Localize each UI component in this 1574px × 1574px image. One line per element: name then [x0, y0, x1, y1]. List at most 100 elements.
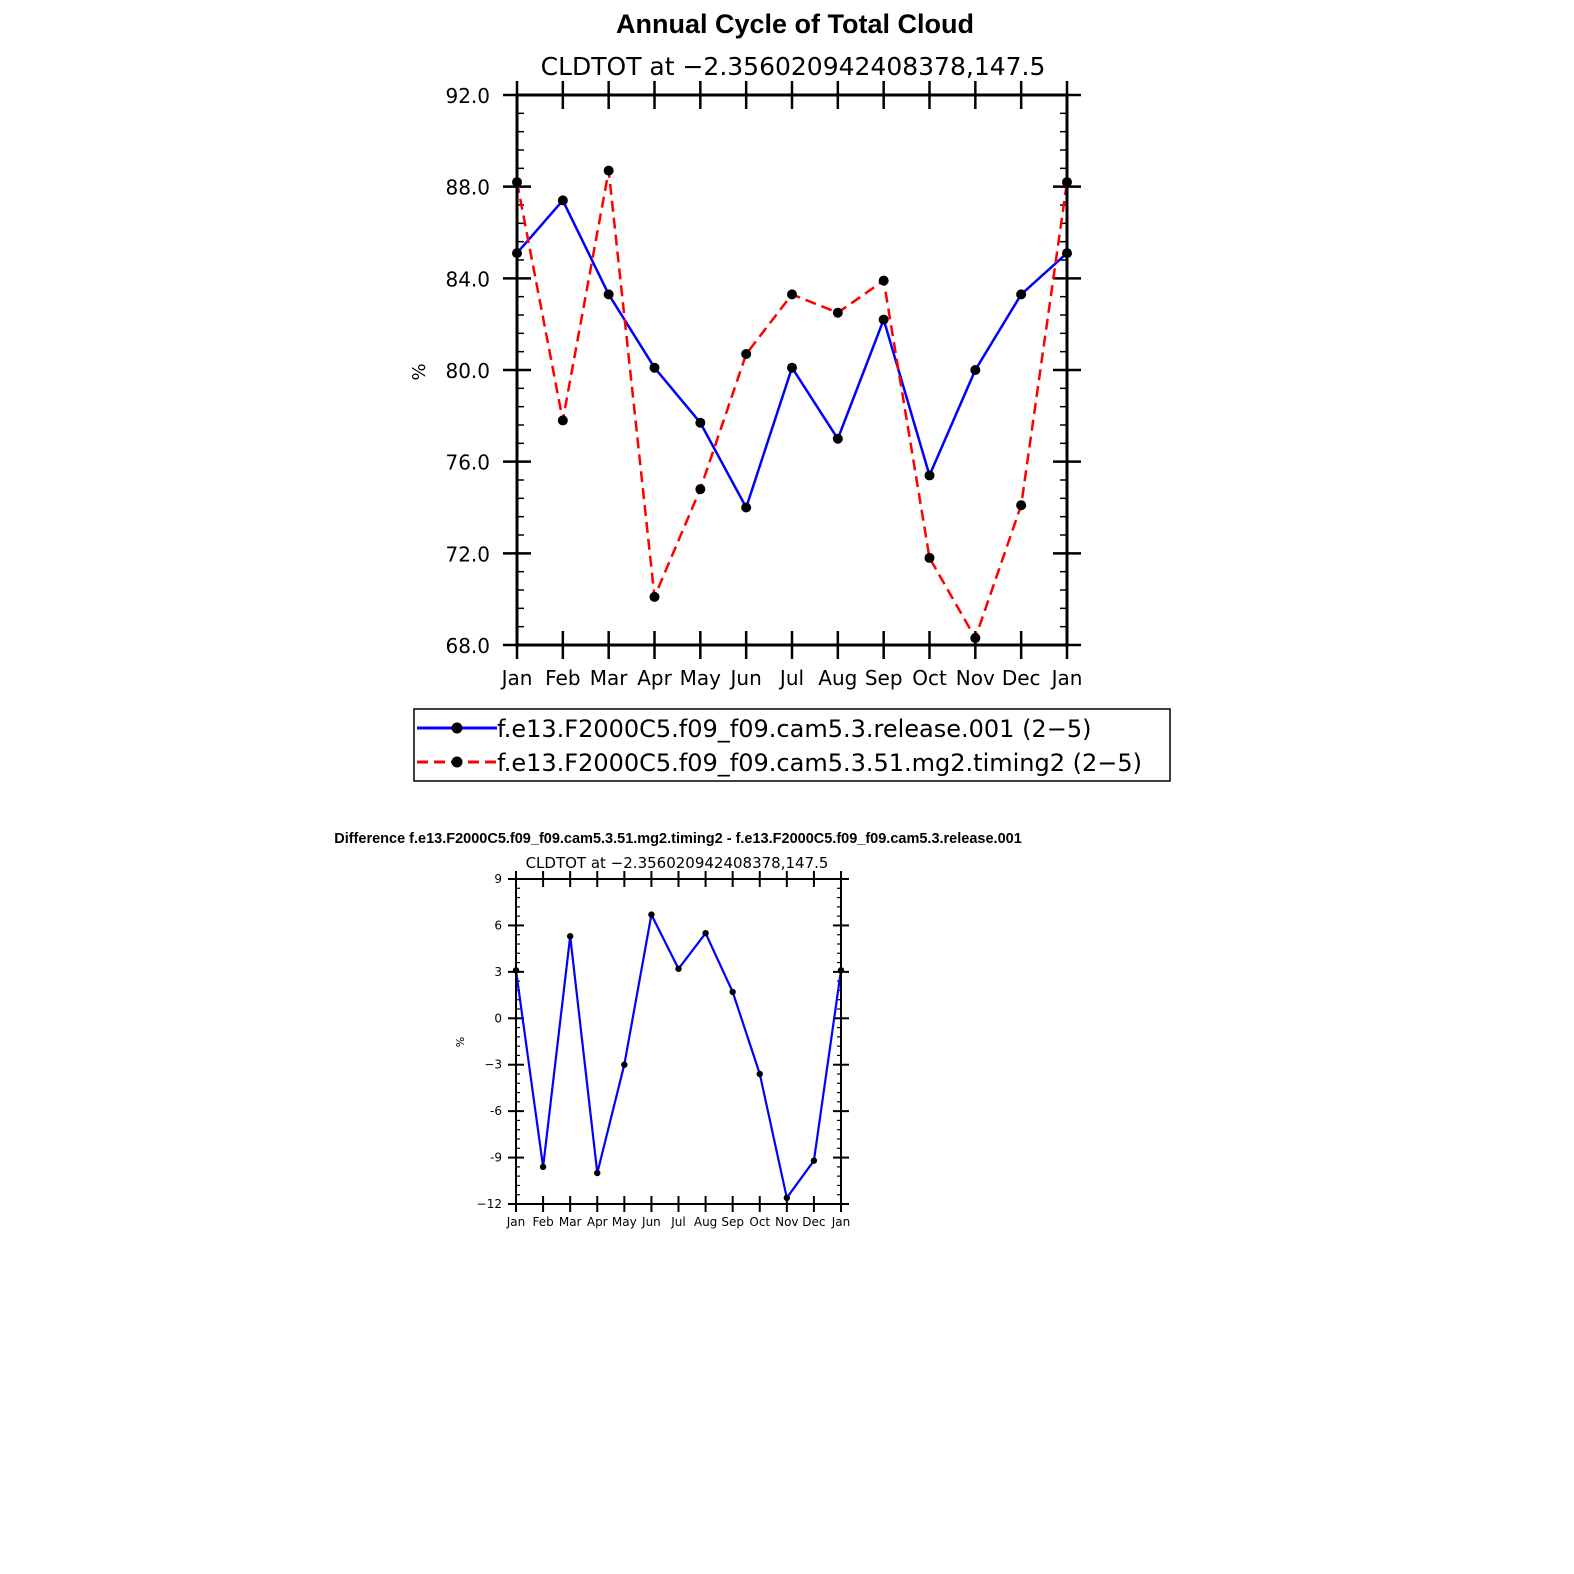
series-line — [514, 913, 843, 1199]
y-tick-label: 84.0 — [445, 267, 490, 291]
x-tick-label: Apr — [637, 666, 672, 690]
y-tick-label: 3 — [494, 965, 502, 979]
x-tick-label: Jul — [670, 1215, 685, 1229]
x-tick-label: Aug — [694, 1215, 717, 1229]
diff-ticks — [508, 871, 849, 1212]
data-point — [702, 929, 709, 937]
chart-title: Annual Cycle of Total Cloud — [616, 9, 974, 39]
y-tick-label: -9 — [490, 1151, 502, 1165]
data-point — [675, 965, 682, 972]
data-point — [649, 591, 660, 602]
x-tick-label: Aug — [818, 666, 857, 690]
legend-label: f.e13.F2000C5.f09_f09.cam5.3.51.mg2.timi… — [497, 749, 1142, 777]
data-point — [810, 1157, 818, 1164]
data-point — [832, 307, 843, 318]
diff-y-tick-labels: −12 -9 -6 −3 0 3 6 9 — [477, 872, 502, 1211]
data-point — [741, 348, 752, 359]
x-tick-label: Oct — [749, 1215, 770, 1229]
legend: f.e13.F2000C5.f09_f09.cam5.3.release.001… — [413, 708, 1171, 782]
y-tick-labels: 68.0 72.0 76.0 80.0 84.0 88.0 92.0 — [445, 84, 490, 658]
x-tick-label: Jan — [506, 1215, 526, 1229]
chart-subtitle: CLDTOT at −2.356020942408378,147.5 — [541, 52, 1046, 81]
y-tick-label: 92.0 — [445, 84, 490, 108]
data-point — [787, 289, 797, 300]
data-point — [787, 362, 797, 373]
x-tick-label: Nov — [956, 666, 995, 690]
data-point — [878, 275, 889, 286]
data-point — [566, 933, 574, 940]
legend-box — [413, 708, 1171, 782]
x-tick-label: Nov — [775, 1215, 798, 1229]
data-point — [603, 289, 614, 300]
y-tick-label: 72.0 — [445, 542, 490, 566]
data-point — [832, 433, 843, 444]
diff-series — [512, 911, 845, 1202]
legend-marker — [451, 722, 463, 734]
x-tick-label: Jun — [641, 1215, 661, 1229]
y-tick-label: −3 — [484, 1058, 502, 1072]
difference-subtitle: CLDTOT at −2.356020942408378,147.5 — [526, 854, 829, 872]
y-tick-label: -6 — [490, 1104, 502, 1118]
legend-entry-release: f.e13.F2000C5.f09_f09.cam5.3.release.001… — [417, 715, 1091, 743]
series-line — [515, 169, 1069, 640]
data-point — [649, 362, 660, 373]
x-tick-label: Jan — [500, 666, 533, 690]
y-tick-label: −12 — [477, 1197, 502, 1211]
legend-marker — [451, 756, 463, 768]
x-tick-label: Dec — [802, 1215, 825, 1229]
diff-x-tick-labels: Jan Feb Mar Apr May Jun Jul Aug Sep Oct Nov Dec Jan — [506, 1215, 851, 1229]
x-tick-label: Jan — [831, 1215, 851, 1229]
y-tick-label: 76.0 — [445, 451, 490, 475]
x-tick-label: Apr — [587, 1215, 608, 1229]
x-tick-label: Feb — [545, 666, 580, 690]
data-point — [539, 1163, 547, 1171]
x-tick-label: Feb — [532, 1215, 553, 1229]
y-tick-label: 80.0 — [445, 359, 490, 383]
legend-entry-timing2: f.e13.F2000C5.f09_f09.cam5.3.51.mg2.timi… — [417, 749, 1142, 777]
diff-y-axis-label: % — [454, 1037, 467, 1047]
x-tick-label: Oct — [912, 666, 947, 690]
data-point — [557, 195, 568, 206]
y-axis-label: % — [409, 363, 430, 380]
x-tick-label: Sep — [865, 666, 903, 690]
y-tick-label: 0 — [494, 1011, 502, 1025]
y-tick-label: 9 — [494, 872, 502, 886]
x-tick-label: Jan — [1050, 666, 1083, 690]
legend-label: f.e13.F2000C5.f09_f09.cam5.3.release.001… — [497, 715, 1091, 743]
main-series — [512, 165, 1072, 644]
data-point — [924, 470, 935, 481]
x-tick-labels: Jan Feb Mar Apr May Jun Jul Aug Sep Oct Nov Dec Jan — [500, 666, 1083, 690]
x-tick-label: Sep — [721, 1215, 744, 1229]
diff-plot-frame — [515, 878, 842, 1205]
data-point — [878, 314, 889, 325]
x-tick-label: Jul — [778, 666, 804, 690]
data-point — [741, 502, 752, 513]
data-point — [924, 552, 935, 563]
x-tick-label: May — [612, 1215, 637, 1229]
data-point — [756, 1070, 763, 1078]
data-point — [648, 911, 655, 918]
x-tick-label: Jun — [729, 666, 762, 690]
difference-title: Difference f.e13.F2000C5.f09_f09.cam5.3.… — [334, 831, 1022, 847]
data-point — [695, 484, 706, 495]
data-point — [1016, 289, 1027, 300]
annual-cycle-chart: Annual Cycle of Total Cloud CLDTOT at −2… — [409, 9, 1082, 690]
data-point — [729, 988, 736, 996]
data-point — [594, 1169, 601, 1177]
plot-frame — [515, 93, 1069, 647]
data-point — [1016, 500, 1027, 511]
data-point — [557, 415, 568, 426]
x-tick-label: Mar — [590, 666, 629, 690]
y-tick-label: 88.0 — [445, 176, 490, 200]
series-line — [516, 199, 1068, 509]
x-tick-label: Dec — [1002, 666, 1041, 690]
y-tick-label: 68.0 — [445, 634, 490, 658]
y-tick-label: 6 — [494, 918, 502, 932]
data-point — [783, 1194, 791, 1202]
data-point — [970, 633, 981, 644]
x-tick-label: May — [680, 666, 722, 690]
data-point — [970, 365, 981, 375]
x-tick-label: Mar — [559, 1215, 582, 1229]
data-point — [621, 1061, 628, 1068]
